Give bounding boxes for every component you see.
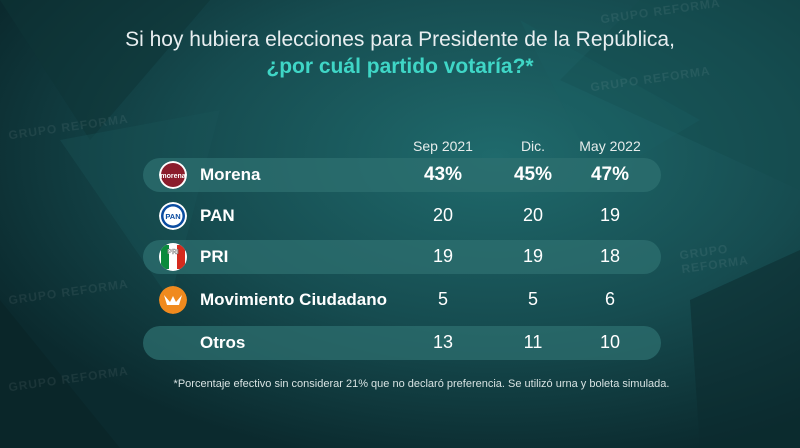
column-header: Dic. — [520, 138, 546, 154]
table-cell: 13 — [432, 332, 454, 352]
pan-logo-icon: PAN — [159, 202, 187, 230]
table-cell: 18 — [599, 246, 621, 266]
morena-logo-text: morena — [160, 173, 185, 180]
table-cell: 6 — [604, 289, 615, 309]
chart-subtitle: ¿por cuál partido votaría?* — [266, 55, 534, 78]
table-cell: 47% — [590, 164, 630, 185]
party-label: Movimiento Ciudadano — [200, 290, 387, 309]
table-cell: 5 — [527, 289, 538, 309]
table-cell: 20 — [522, 205, 544, 225]
table-cell: 20 — [432, 205, 454, 225]
table-row: Movimiento Ciudadano 5 5 6 — [143, 283, 661, 317]
column-header: Sep 2021 — [413, 138, 473, 154]
table-cell: 19 — [432, 246, 454, 266]
morena-logo-icon: morena — [159, 161, 187, 189]
party-label: Otros — [200, 333, 246, 352]
party-label: Morena — [200, 165, 261, 184]
pan-logo-text: PAN — [165, 212, 180, 221]
footnote: *Porcentaje efectivo sin considerar 21% … — [173, 378, 670, 390]
table-row: PAN PAN 20 20 19 — [143, 199, 661, 233]
table-row: PRI PRI 19 19 18 — [143, 240, 661, 274]
chart-title: Si hoy hubiera elecciones para President… — [125, 28, 675, 51]
table-cell: 43% — [423, 164, 463, 185]
table-cell: 11 — [523, 332, 543, 352]
column-header: May 2022 — [579, 138, 641, 154]
table-cell: 5 — [437, 289, 448, 309]
mc-logo-icon — [159, 286, 187, 314]
table-cell: 10 — [599, 332, 621, 352]
table-cell: 45% — [513, 164, 553, 185]
party-label: PRI — [200, 247, 229, 266]
table-row: Otros 13 11 10 — [143, 326, 661, 360]
pri-logo-icon: PRI — [159, 243, 187, 271]
table-cell: 19 — [522, 246, 544, 266]
party-label: PAN — [200, 206, 235, 225]
table-row: morena Morena 43% 45% 47% — [143, 158, 661, 192]
table-cell: 19 — [599, 205, 621, 225]
pri-logo-text: PRI — [167, 249, 179, 256]
